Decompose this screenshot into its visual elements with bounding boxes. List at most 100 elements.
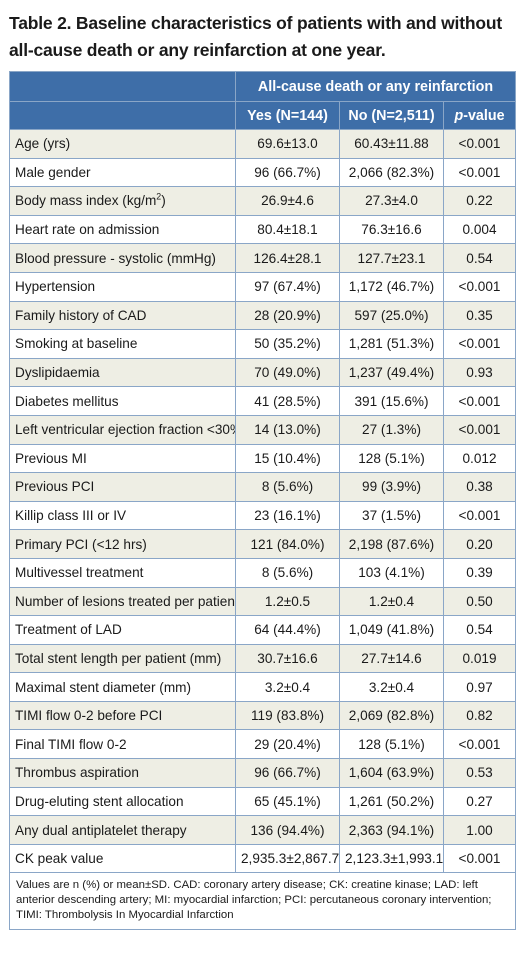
cell-no: 1.2±0.4 (339, 586, 444, 617)
row-label: Blood pressure - systolic (mmHg) (9, 243, 236, 273)
row-label: Family history of CAD (9, 300, 236, 331)
row-label-text: Final TIMI flow 0-2 (15, 736, 127, 752)
cell-no: 1,172 (46.7%) (339, 271, 444, 302)
table-row: Primary PCI (<12 hrs) 121 (84.0%) 2,198 (8… (9, 529, 517, 559)
row-label: Total stent length per patient (mm) (9, 643, 236, 674)
row-label-text: Killip class III or IV (15, 508, 127, 524)
header-p-value: p-value (442, 101, 517, 130)
cell-no: 1,604 (63.9%) (339, 758, 444, 788)
table-row: Body mass index (kg/m2) 26.9±4.6 27.3±4.0 0… (9, 186, 517, 216)
cell-p-value: 0.27 (442, 786, 517, 817)
table-row: Any dual antiplatelet therapy 136 (94.4%)… (9, 815, 517, 845)
row-label-text: Body mass index (kg/m (15, 193, 157, 209)
row-label-text: Hypertension (15, 279, 96, 295)
cell-yes: 119 (83.8%) (235, 700, 340, 731)
row-label: Final TIMI flow 0-2 (9, 729, 236, 760)
row-label-text: Drug-eluting stent allocation (15, 793, 184, 809)
cell-p-value: 0.54 (442, 615, 517, 645)
cell-p-value: 0.82 (442, 700, 517, 731)
cell-no: 2,069 (82.8%) (339, 700, 444, 731)
row-label: Previous MI (9, 443, 236, 474)
cell-yes: 80.4±18.1 (235, 214, 340, 245)
row-label: Thrombus aspiration (9, 758, 236, 788)
cell-yes: 96 (66.7%) (235, 157, 340, 188)
table-row: Hypertension 97 (67.4%) 1,172 (46.7%) <0.00… (9, 271, 517, 302)
cell-p-value: 0.53 (442, 758, 517, 788)
cell-yes: 64 (44.4%) (235, 615, 340, 645)
table-row: Male gender 96 (66.7%) 2,066 (82.3%) <0.001 (9, 157, 517, 188)
row-label: Dyslipidaemia (9, 357, 236, 388)
row-label-text: Diabetes mellitus (15, 393, 119, 409)
cell-yes: 65 (45.1%) (235, 786, 340, 817)
cell-no: 391 (15.6%) (339, 386, 444, 416)
row-label-text: Left ventricular ejection fraction <30% (15, 422, 236, 438)
cell-p-value: <0.001 (442, 843, 517, 874)
row-label-text: CK peak value (15, 851, 104, 867)
header-p-italic: p (454, 107, 464, 124)
cell-yes: 26.9±4.6 (235, 186, 340, 216)
table-title-line-2: all-cause death or any reinfarction at o… (9, 40, 386, 60)
cell-no: 27.3±4.0 (339, 186, 444, 216)
cell-yes: 14 (13.0%) (235, 414, 340, 445)
cell-yes: 136 (94.4%) (235, 815, 340, 845)
cell-yes: 15 (10.4%) (235, 443, 340, 474)
table-row: TIMI flow 0-2 before PCI 119 (83.8%) 2,069… (9, 700, 517, 731)
cell-p-value: 0.35 (442, 300, 517, 331)
header-corner-sub (9, 101, 236, 130)
row-label-text: Treatment of LAD (15, 622, 122, 638)
table-body: Age (yrs) 69.6±13.0 60.43±11.88 <0.001 Male … (9, 129, 517, 874)
row-label: Killip class III or IV (9, 500, 236, 531)
row-label: Diabetes mellitus (9, 386, 236, 416)
table-row: Drug-eluting stent allocation 65 (45.1%) 1… (9, 786, 517, 817)
table-row: Final TIMI flow 0-2 29 (20.4%) 128 (5.1%) <… (9, 729, 517, 760)
row-label-text: Maximal stent diameter (mm) (15, 679, 191, 695)
row-label-text: Age (yrs) (15, 136, 71, 152)
table-row: Previous PCI 8 (5.6%) 99 (3.9%) 0.38 (9, 472, 517, 502)
cell-no: 27.7±14.6 (339, 643, 444, 674)
cell-p-value: 0.54 (442, 243, 517, 273)
table-row: Left ventricular ejection fraction <30% 1… (9, 414, 517, 445)
row-label-text: Previous MI (15, 450, 87, 466)
cell-yes: 41 (28.5%) (235, 386, 340, 416)
cell-yes: 23 (16.1%) (235, 500, 340, 531)
cell-no: 27 (1.3%) (339, 414, 444, 445)
table-row: Dyslipidaemia 70 (49.0%) 1,237 (49.4%) 0.93 (9, 357, 517, 388)
cell-no: 2,123.3±1,993.1 (339, 843, 444, 874)
row-label: Hypertension (9, 271, 236, 302)
header-p-rest: -value (463, 107, 505, 124)
table-footnote: Values are n (%) or mean±SD. CAD: corona… (8, 872, 517, 931)
row-label-text: Dyslipidaemia (15, 365, 100, 381)
row-label: Body mass index (kg/m2) (9, 186, 236, 216)
cell-no: 1,281 (51.3%) (339, 329, 444, 359)
row-label: Multivessel treatment (9, 557, 236, 588)
row-label: Heart rate on admission (9, 214, 236, 245)
header-group-outcome: All-cause death or any reinfarction (234, 71, 517, 102)
cell-yes: 28 (20.9%) (235, 300, 340, 331)
row-label-text: Heart rate on admission (15, 222, 160, 238)
header-yes: Yes (N=144) (235, 101, 340, 130)
cell-yes: 97 (67.4%) (235, 271, 340, 302)
table-row: Number of lesions treated per patient 1.2… (9, 586, 517, 617)
row-label: Left ventricular ejection fraction <30% (9, 414, 236, 445)
cell-no: 128 (5.1%) (339, 443, 444, 474)
cell-yes: 69.6±13.0 (235, 129, 340, 159)
row-label-superscript: 2 (156, 191, 162, 202)
cell-p-value: 0.20 (442, 529, 517, 559)
row-label-text: Multivessel treatment (15, 565, 144, 581)
row-label: Number of lesions treated per patient (9, 586, 236, 617)
row-label: CK peak value (9, 843, 236, 874)
table-row: Maximal stent diameter (mm) 3.2±0.4 3.2±0.… (9, 672, 517, 702)
table-row: Thrombus aspiration 96 (66.7%) 1,604 (63.9… (9, 758, 517, 788)
cell-no: 76.3±16.6 (339, 214, 444, 245)
cell-p-value: 0.22 (442, 186, 517, 216)
row-label-text: Any dual antiplatelet therapy (15, 822, 187, 838)
cell-no: 37 (1.5%) (339, 500, 444, 531)
row-label: Any dual antiplatelet therapy (9, 815, 236, 845)
table-row: Family history of CAD 28 (20.9%) 597 (25.0… (9, 300, 517, 331)
row-label-text: Total stent length per patient (mm) (15, 650, 222, 666)
cell-p-value: <0.001 (442, 729, 517, 760)
cell-p-value: 0.93 (442, 357, 517, 388)
table-row: Smoking at baseline 50 (35.2%) 1,281 (51.3… (9, 329, 517, 359)
cell-no: 3.2±0.4 (339, 672, 444, 702)
header-corner (9, 71, 236, 102)
